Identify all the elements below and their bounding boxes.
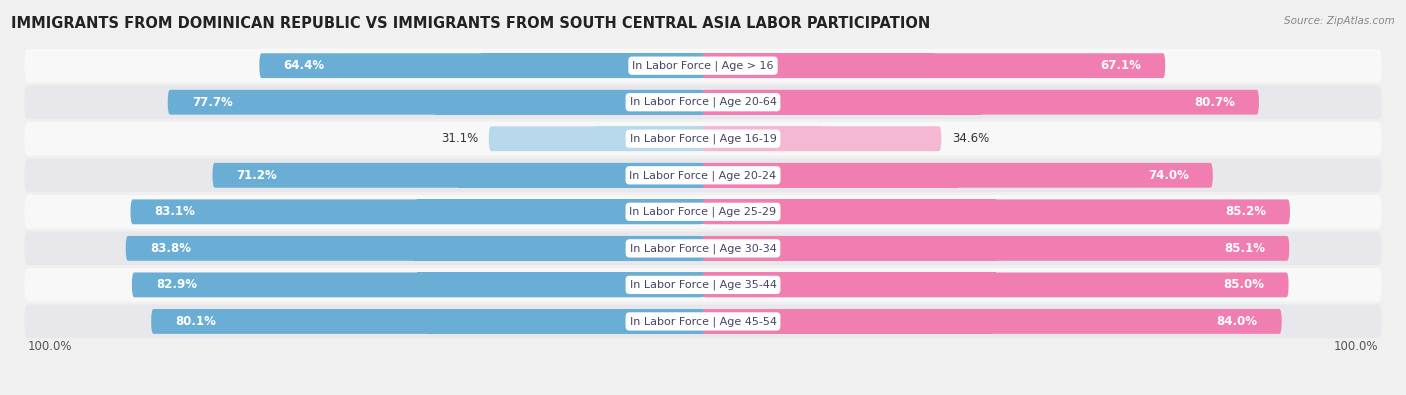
- FancyBboxPatch shape: [152, 309, 703, 334]
- FancyBboxPatch shape: [131, 199, 703, 224]
- FancyBboxPatch shape: [24, 268, 1382, 302]
- Text: 85.1%: 85.1%: [1225, 242, 1265, 255]
- FancyBboxPatch shape: [24, 231, 1382, 265]
- Bar: [703, 236, 995, 261]
- FancyBboxPatch shape: [125, 236, 703, 261]
- Text: 64.4%: 64.4%: [284, 59, 325, 72]
- FancyBboxPatch shape: [703, 199, 1289, 224]
- Bar: [703, 199, 997, 224]
- Bar: [481, 53, 703, 78]
- FancyBboxPatch shape: [703, 53, 1166, 78]
- FancyBboxPatch shape: [24, 49, 1382, 83]
- Bar: [703, 53, 934, 78]
- Bar: [458, 163, 703, 188]
- FancyBboxPatch shape: [212, 163, 703, 188]
- FancyBboxPatch shape: [24, 158, 1382, 192]
- FancyBboxPatch shape: [703, 90, 1258, 115]
- Text: 71.2%: 71.2%: [236, 169, 277, 182]
- Text: In Labor Force | Age 25-29: In Labor Force | Age 25-29: [630, 207, 776, 217]
- Bar: [416, 199, 703, 224]
- Legend: Immigrants from Dominican Republic, Immigrants from South Central Asia: Immigrants from Dominican Republic, Immi…: [453, 393, 953, 395]
- FancyBboxPatch shape: [489, 126, 703, 151]
- Text: In Labor Force | Age 16-19: In Labor Force | Age 16-19: [630, 134, 776, 144]
- Text: In Labor Force | Age 45-54: In Labor Force | Age 45-54: [630, 316, 776, 327]
- Bar: [703, 126, 823, 151]
- Text: 85.2%: 85.2%: [1225, 205, 1265, 218]
- Bar: [415, 236, 703, 261]
- Text: 85.0%: 85.0%: [1223, 278, 1264, 292]
- Text: Source: ZipAtlas.com: Source: ZipAtlas.com: [1284, 16, 1395, 26]
- FancyBboxPatch shape: [24, 85, 1382, 119]
- Text: In Labor Force | Age 20-64: In Labor Force | Age 20-64: [630, 97, 776, 107]
- Text: 83.1%: 83.1%: [155, 205, 195, 218]
- Text: 100.0%: 100.0%: [28, 340, 72, 353]
- FancyBboxPatch shape: [703, 309, 1282, 334]
- Text: 74.0%: 74.0%: [1147, 169, 1188, 182]
- Text: 77.7%: 77.7%: [191, 96, 232, 109]
- FancyBboxPatch shape: [132, 273, 703, 297]
- Text: In Labor Force | Age 20-24: In Labor Force | Age 20-24: [630, 170, 776, 181]
- Text: 84.0%: 84.0%: [1216, 315, 1257, 328]
- Text: IMMIGRANTS FROM DOMINICAN REPUBLIC VS IMMIGRANTS FROM SOUTH CENTRAL ASIA LABOR P: IMMIGRANTS FROM DOMINICAN REPUBLIC VS IM…: [11, 16, 931, 31]
- Bar: [703, 273, 995, 297]
- FancyBboxPatch shape: [703, 236, 1289, 261]
- Text: 34.6%: 34.6%: [952, 132, 988, 145]
- Text: 31.1%: 31.1%: [441, 132, 478, 145]
- Text: 82.9%: 82.9%: [156, 278, 197, 292]
- Text: 67.1%: 67.1%: [1101, 59, 1142, 72]
- FancyBboxPatch shape: [24, 195, 1382, 229]
- Bar: [418, 273, 703, 297]
- Text: 80.1%: 80.1%: [176, 315, 217, 328]
- Bar: [703, 163, 957, 188]
- Text: 100.0%: 100.0%: [1334, 340, 1378, 353]
- Bar: [596, 126, 703, 151]
- Bar: [703, 309, 993, 334]
- Bar: [703, 90, 981, 115]
- Text: 83.8%: 83.8%: [150, 242, 191, 255]
- Text: In Labor Force | Age 35-44: In Labor Force | Age 35-44: [630, 280, 776, 290]
- Text: In Labor Force | Age 30-34: In Labor Force | Age 30-34: [630, 243, 776, 254]
- FancyBboxPatch shape: [703, 163, 1213, 188]
- FancyBboxPatch shape: [703, 126, 942, 151]
- Text: In Labor Force | Age > 16: In Labor Force | Age > 16: [633, 60, 773, 71]
- FancyBboxPatch shape: [24, 122, 1382, 156]
- FancyBboxPatch shape: [703, 273, 1289, 297]
- FancyBboxPatch shape: [167, 90, 703, 115]
- Bar: [436, 90, 703, 115]
- Text: 80.7%: 80.7%: [1194, 96, 1234, 109]
- FancyBboxPatch shape: [259, 53, 703, 78]
- Bar: [427, 309, 703, 334]
- FancyBboxPatch shape: [24, 305, 1382, 338]
